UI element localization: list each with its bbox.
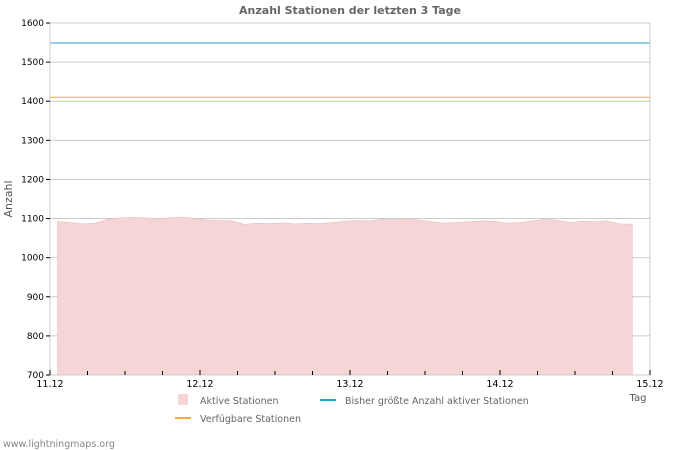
y-tick-label: 1100 bbox=[21, 215, 44, 225]
area-aktive-stationen bbox=[57, 216, 633, 376]
y-tick-label: 1300 bbox=[21, 136, 44, 146]
x-tick-label: 14.12 bbox=[486, 379, 513, 390]
x-axis-label: Tag bbox=[629, 393, 647, 404]
x-tick-label: 15.12 bbox=[636, 379, 663, 390]
y-axis-label: Anzahl bbox=[2, 180, 15, 217]
y-tick-label: 1000 bbox=[21, 254, 44, 264]
y-tick-label: 1200 bbox=[21, 175, 44, 185]
x-tick-label: 13.12 bbox=[336, 379, 363, 390]
legend-swatch-aktive bbox=[178, 394, 188, 405]
y-tick-label: 1600 bbox=[21, 19, 44, 29]
x-tick-label: 11.12 bbox=[36, 379, 63, 390]
y-tick-label: 1500 bbox=[21, 58, 44, 68]
y-tick-label: 900 bbox=[27, 293, 44, 303]
y-tick-label: 700 bbox=[27, 371, 44, 381]
legend-label-aktive: Aktive Stationen bbox=[200, 396, 279, 407]
chart-title: Anzahl Stationen der letzten 3 Tage bbox=[239, 4, 461, 17]
y-tick-label: 1400 bbox=[21, 97, 44, 107]
legend: Aktive Stationen Bisher größte Anzahl ak… bbox=[175, 394, 529, 425]
footer-link[interactable]: www.lightningmaps.org bbox=[3, 439, 115, 450]
y-tick-label: 800 bbox=[27, 332, 44, 342]
legend-label-max: Bisher größte Anzahl aktiver Stationen bbox=[345, 396, 529, 407]
x-tick-label: 12.12 bbox=[186, 379, 213, 390]
legend-label-available: Verfügbare Stationen bbox=[200, 414, 301, 425]
